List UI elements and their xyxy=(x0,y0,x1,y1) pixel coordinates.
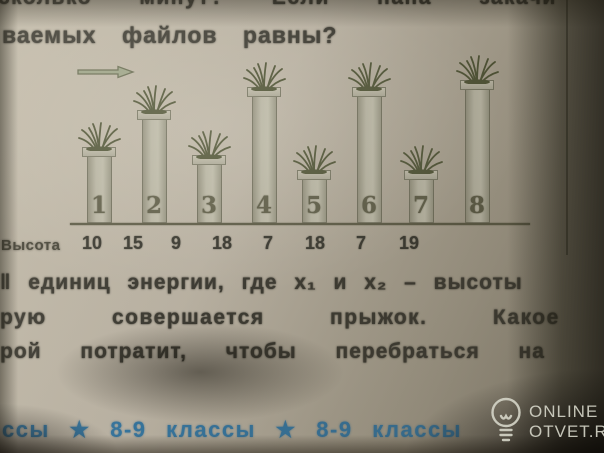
grass-icon xyxy=(133,85,176,114)
pillar-number: 3 xyxy=(200,192,217,219)
watermark-line1: ONLINE xyxy=(529,402,599,421)
pillar-6: 6 xyxy=(348,62,391,223)
grass-icon xyxy=(400,145,443,174)
pillar-number: 7 xyxy=(412,192,429,219)
body-text-line-1: ‖ единиц энергии, где x₁ и x₂ – высоты xyxy=(0,271,523,294)
body-text-line-3: рой потратит, чтобы перебраться на xyxy=(0,340,545,363)
pillar-number: 1 xyxy=(90,192,107,219)
pillar-shaft: 8 xyxy=(464,90,490,223)
grass-icon xyxy=(188,130,231,159)
height-value: 18 xyxy=(211,233,233,253)
lightbulb-icon xyxy=(491,397,521,442)
height-value: 18 xyxy=(304,233,326,253)
pillar-chart: 1 2 3 4 5 6 7 8 xyxy=(0,55,604,225)
pillar-shaft: 7 xyxy=(408,180,434,223)
watermark-line2: OTVET.RU xyxy=(529,422,604,441)
pillar-shaft: 6 xyxy=(356,97,382,223)
pillar-shaft: 4 xyxy=(251,97,277,223)
question-text-line: ваемых файлов равны? xyxy=(2,22,338,48)
footer-grade-band: ссы ★ 8-9 классы ★ 8-9 классы xyxy=(2,417,462,442)
pillar-shaft: 1 xyxy=(86,157,112,223)
height-value: 19 xyxy=(398,233,420,253)
height-row-label: Высота xyxy=(1,237,61,254)
pillar-7: 7 xyxy=(400,145,443,223)
pillar-number: 8 xyxy=(468,192,485,219)
pillar-shaft: 3 xyxy=(196,165,222,223)
height-value: 15 xyxy=(122,233,144,253)
arrow-right-icon xyxy=(77,65,135,79)
pillar-5: 5 xyxy=(293,145,336,223)
grass-icon xyxy=(293,145,336,174)
pillar-4: 4 xyxy=(243,62,286,223)
pillar-number: 4 xyxy=(255,192,272,219)
pillar-8: 8 xyxy=(456,55,499,223)
page-edge-line xyxy=(566,0,568,255)
height-row: Высота 10 15 9 18 7 18 7 19 xyxy=(0,233,604,259)
pillar-2: 2 xyxy=(133,85,176,223)
height-value: 7 xyxy=(355,233,366,253)
chart-baseline xyxy=(70,223,530,225)
pillar-1: 1 xyxy=(78,122,121,223)
pillar-number: 2 xyxy=(145,192,162,219)
height-value: 7 xyxy=(262,233,273,253)
grass-icon xyxy=(243,62,286,91)
grass-icon xyxy=(348,62,391,91)
grass-icon xyxy=(456,55,499,84)
pillar-3: 3 xyxy=(188,130,231,223)
pillar-number: 5 xyxy=(305,192,322,219)
watermark: ONLINE OTVET.RU xyxy=(487,396,604,448)
question-text-line-clipped: сколько минут? Если папа закачи xyxy=(0,0,557,10)
pillar-shaft: 2 xyxy=(141,120,167,223)
body-text-line-2: рую совершается прыжок. Какое xyxy=(0,306,560,329)
pillar-number: 6 xyxy=(360,192,377,219)
height-value: 9 xyxy=(170,233,181,253)
grass-icon xyxy=(78,122,121,151)
height-value: 10 xyxy=(81,233,103,253)
pillar-shaft: 5 xyxy=(301,180,327,223)
